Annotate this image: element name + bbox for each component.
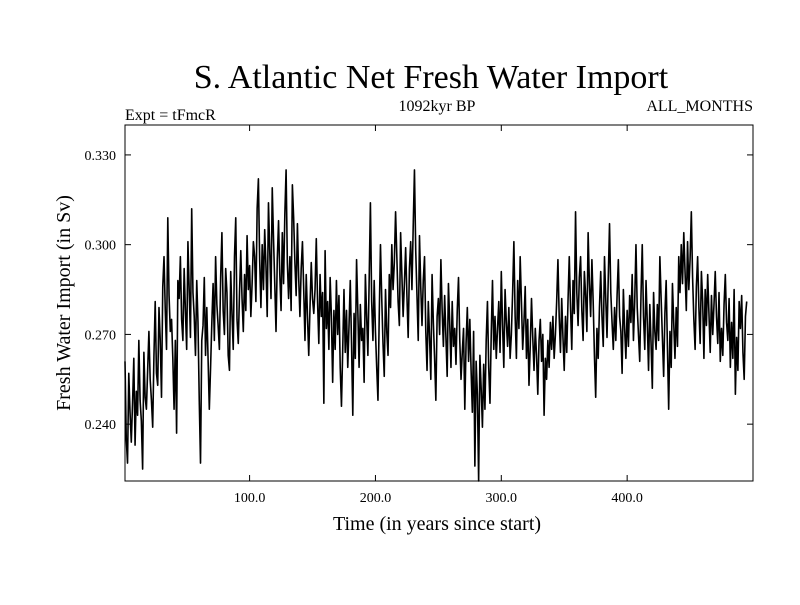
x-tick-label: 400.0 [611,491,643,506]
y-tick-label: 0.300 [85,239,117,254]
x-tick-label: 300.0 [486,491,518,506]
y-axis-label: Fresh Water Import (in Sv) [53,195,75,411]
experiment-label: Expt = tFmcR [125,107,216,124]
months-label: ALL_MONTHS [646,98,753,115]
chart-title: S. Atlantic Net Fresh Water Import [194,59,669,96]
plot-frame [124,124,754,482]
x-axis: 100.0 200.0 300.0 400.0 [234,125,643,506]
y-tick-label: 0.270 [85,328,117,343]
period-label: 1092kyr BP [399,98,476,115]
y-axis: 0.240 0.270 0.300 0.330 [85,149,753,433]
x-tick-label: 200.0 [360,491,392,506]
y-tick-label: 0.330 [85,149,117,164]
x-tick-label: 100.0 [234,491,266,506]
fresh-water-import-line [124,169,748,482]
x-axis-label: Time (in years since start) [333,513,541,535]
y-tick-label: 0.240 [85,418,117,433]
